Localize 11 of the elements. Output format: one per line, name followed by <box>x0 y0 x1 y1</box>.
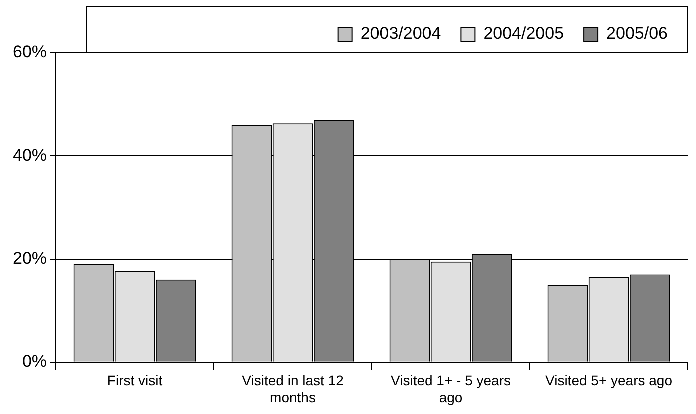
y-tick-label: 60% <box>12 42 48 62</box>
legend-label: 2004/2005 <box>484 24 564 44</box>
legend-label: 2005/06 <box>606 24 668 44</box>
x-tick-label: Visited 1+ - 5 years ago <box>391 372 511 406</box>
x-tick-label: First visit <box>107 372 163 389</box>
legend-label: 2003/2004 <box>360 24 442 44</box>
y-tick-label: 40% <box>12 146 48 165</box>
y-tick-label: 0% <box>22 352 48 372</box>
x-tick-label: Visited 5+ years ago <box>546 372 673 389</box>
x-tick-label: Visited in last 12 months <box>242 372 344 406</box>
y-tick-label: 20% <box>12 248 48 268</box>
